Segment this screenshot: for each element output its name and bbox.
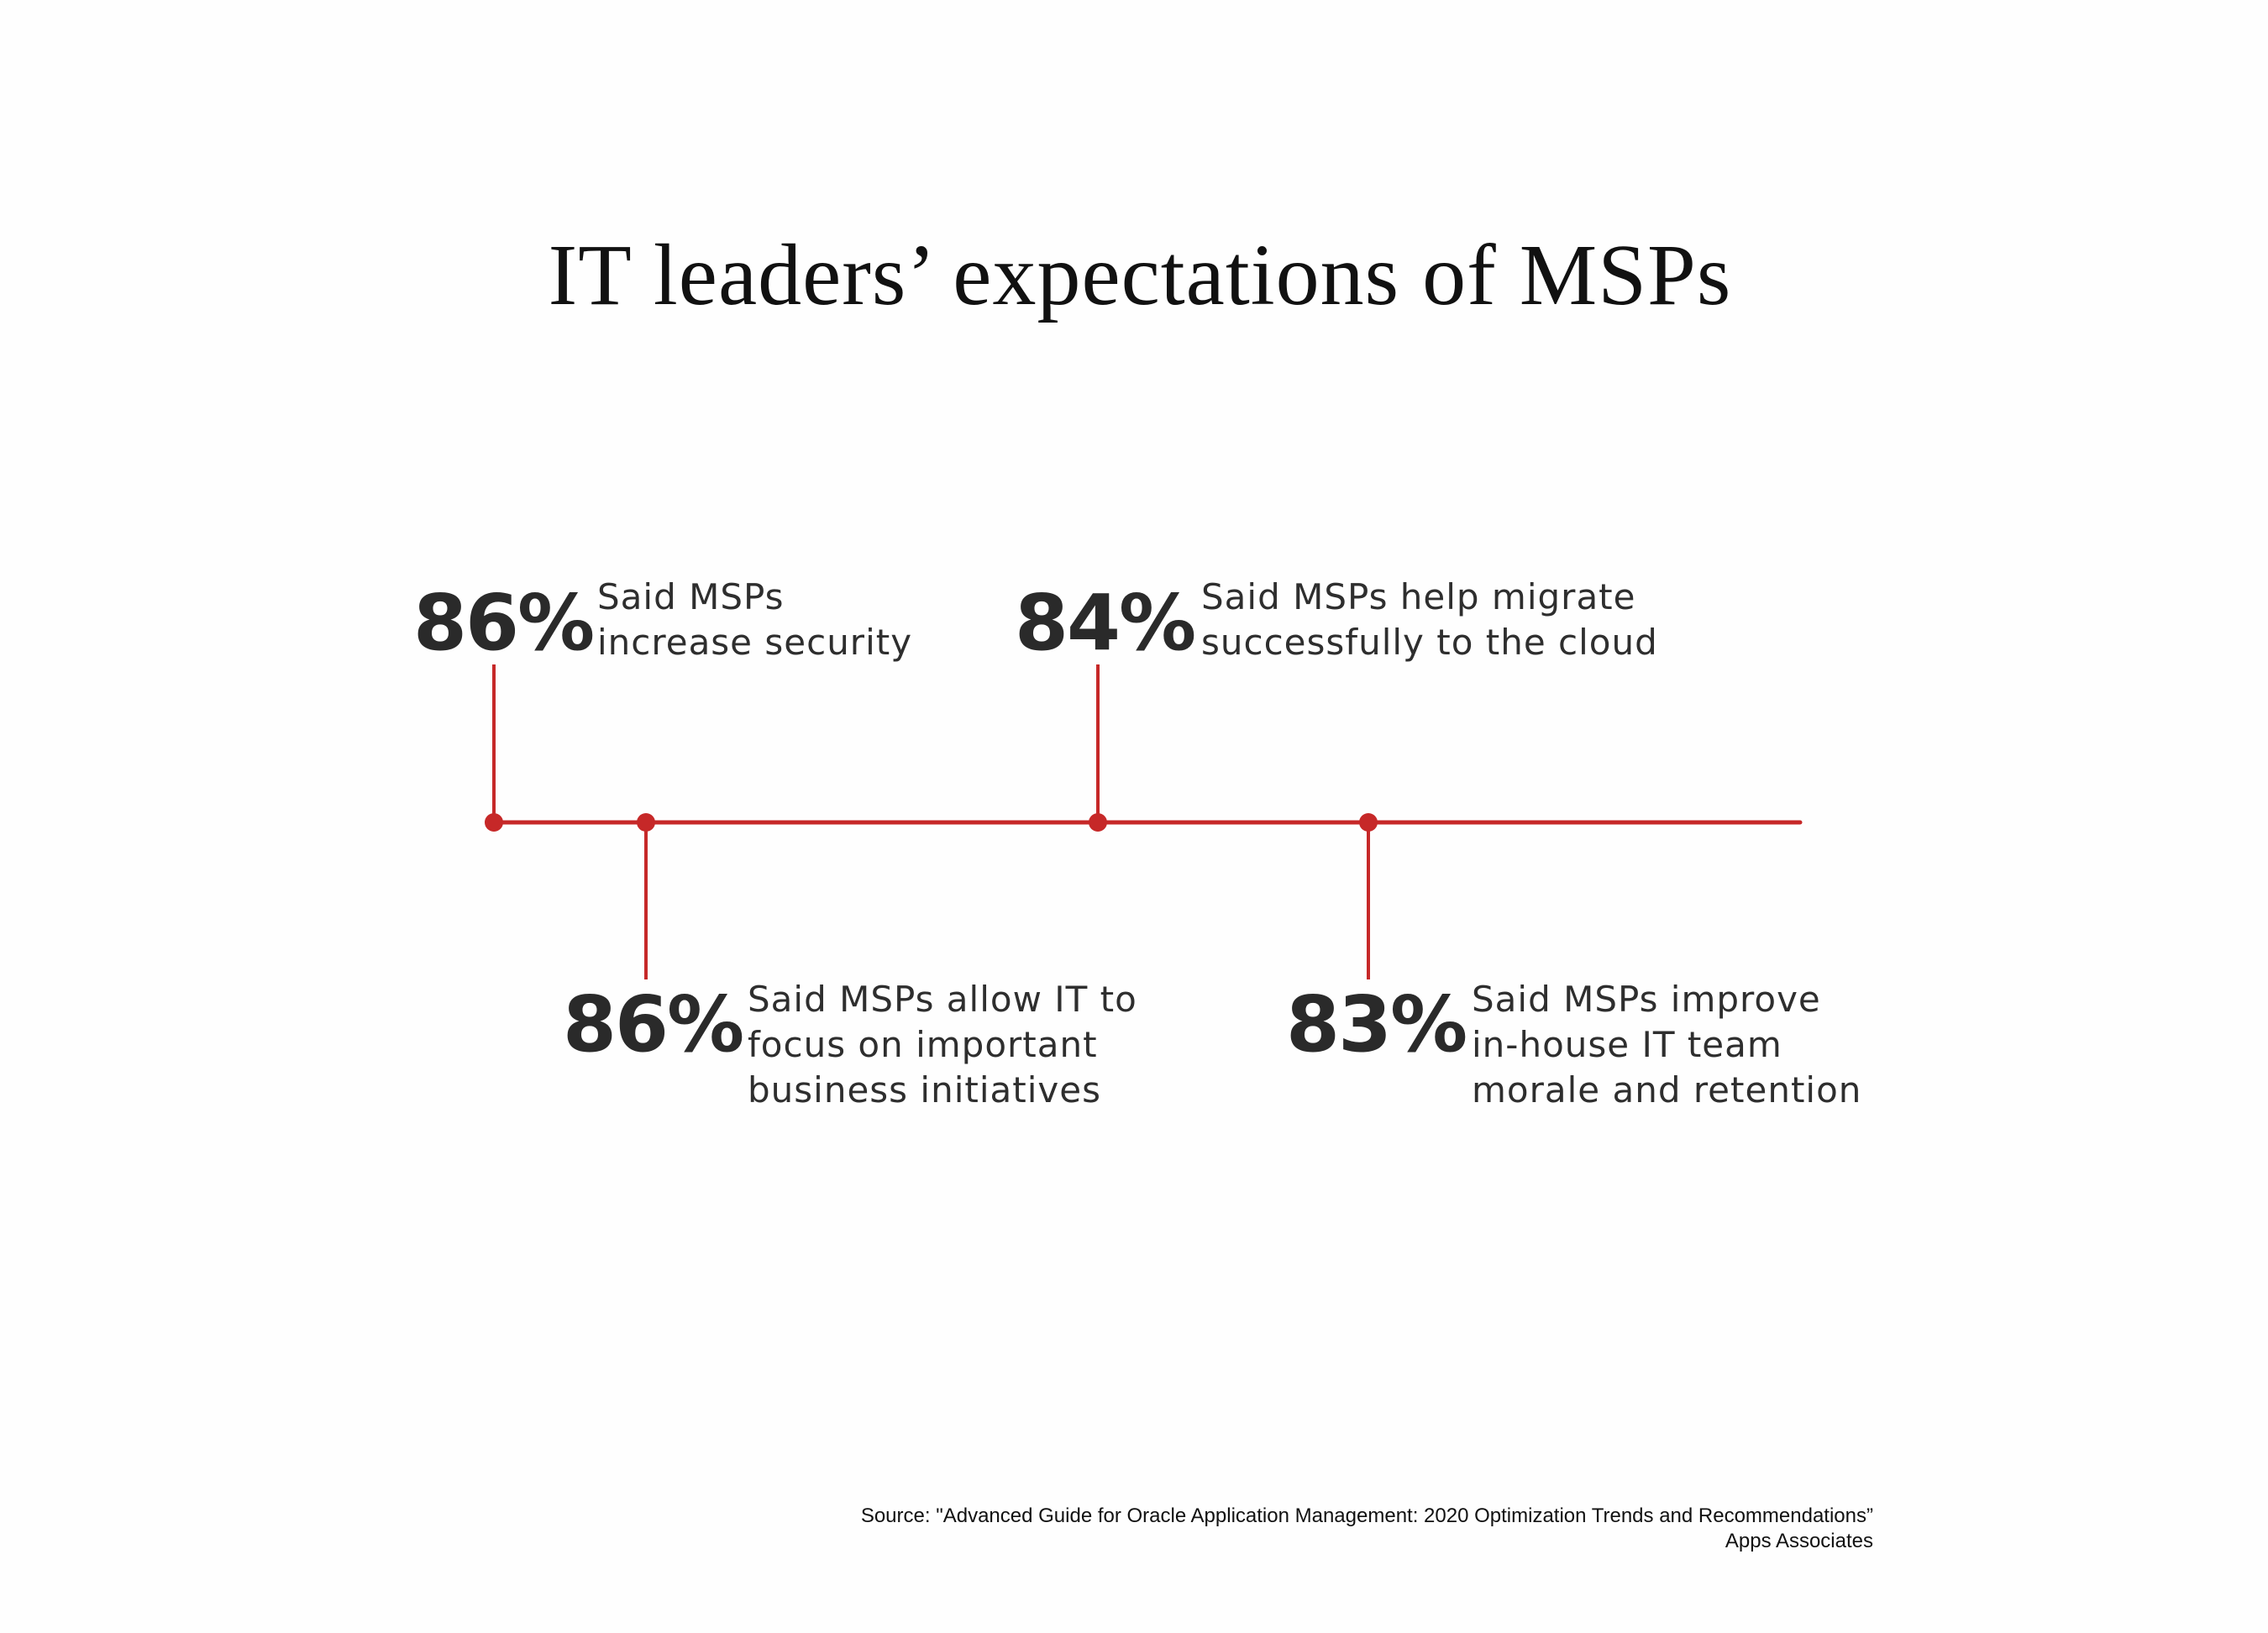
stat-text-3: Said MSPs help migrate successfully to t… [1201, 576, 1658, 663]
stat-value-4: 83% [1286, 979, 1467, 1069]
stat-text-2: Said MSPs allow IT to focus on important… [748, 979, 1137, 1111]
stat-text-4: Said MSPs improve in-house IT team moral… [1472, 979, 1862, 1111]
stat-text-1: Said MSPs increase security [597, 576, 913, 663]
timeline-dot-2 [637, 813, 655, 832]
timeline-dot-1 [485, 813, 503, 832]
page-title: IT leaders’ expectations of MSPs [548, 227, 1732, 323]
stat-value-2: 86% [563, 979, 744, 1069]
source-publisher: Apps Associates [1725, 1530, 1873, 1552]
stat-value-3: 84% [1015, 578, 1196, 668]
timeline-dot-4 [1359, 813, 1378, 832]
timeline-dot-3 [1089, 813, 1107, 832]
stat-value-1: 86% [413, 578, 595, 668]
source-citation: Source: "Advanced Guide for Oracle Appli… [860, 1504, 1873, 1527]
source-note: Source: "Advanced Guide for Oracle Appli… [861, 1504, 1873, 1554]
